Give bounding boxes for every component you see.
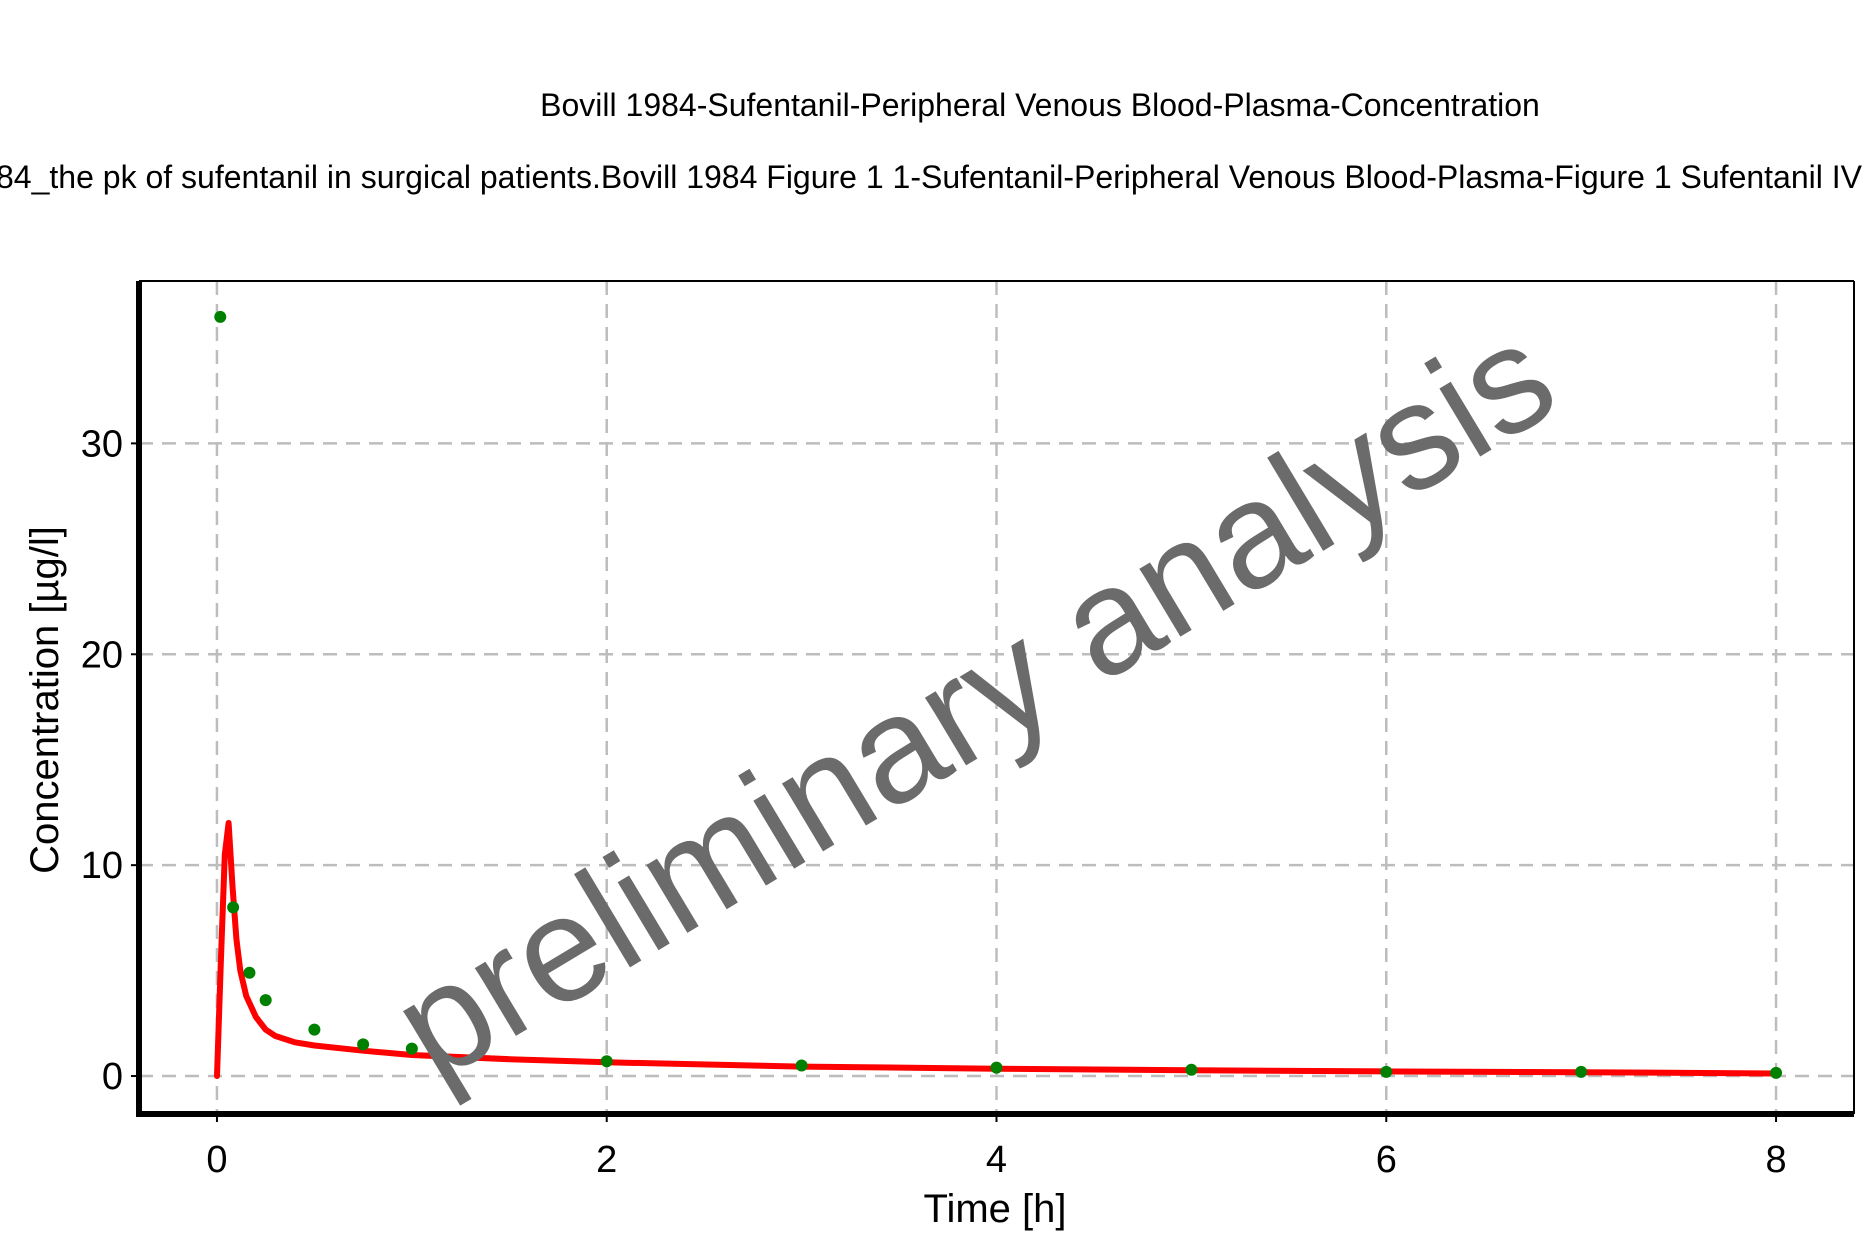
grid-lines — [139, 281, 1854, 1114]
simulation-line — [214, 820, 1779, 1079]
chart-title: Bovill 1984-Sufentanil-Peripheral Venous… — [540, 87, 1540, 123]
x-tick-label: 0 — [206, 1139, 227, 1181]
observed-point — [259, 994, 272, 1007]
y-tick-label: 10 — [81, 845, 123, 887]
observed-point — [990, 1061, 1003, 1074]
x-tick-label: 6 — [1376, 1139, 1397, 1181]
observed-point — [243, 966, 256, 979]
x-tick-labels: 0 2 4 6 8 — [206, 1139, 1786, 1181]
x-tick-label: 8 — [1765, 1139, 1786, 1181]
observed-point — [227, 901, 240, 914]
observed-point — [214, 310, 227, 323]
y-tick-labels: 0 10 20 30 — [81, 423, 123, 1098]
y-tick-label: 20 — [81, 634, 123, 676]
observed-point — [1185, 1063, 1198, 1076]
observed-point — [600, 1055, 613, 1068]
x-axis-label: Time [h] — [924, 1187, 1067, 1231]
x-tick-label: 4 — [986, 1139, 1007, 1181]
y-axis-label: Concentration [µg/l] — [23, 526, 67, 874]
axes — [131, 280, 1855, 1122]
observed-point — [357, 1038, 370, 1051]
chart-subtitle: 84_the pk of sufentanil in surgical pati… — [0, 159, 1863, 195]
watermark-text: preliminary analysis — [365, 289, 1581, 1111]
y-tick-label: 30 — [81, 423, 123, 465]
plot-series — [214, 310, 1783, 1079]
observed-point — [1575, 1065, 1588, 1078]
observed-point — [405, 1042, 418, 1055]
observed-point — [795, 1059, 808, 1072]
observed-point — [1380, 1065, 1393, 1078]
observed-point — [308, 1023, 321, 1036]
observed-point — [1770, 1066, 1783, 1079]
x-tick-label: 2 — [596, 1139, 617, 1181]
y-tick-label: 0 — [102, 1056, 123, 1098]
